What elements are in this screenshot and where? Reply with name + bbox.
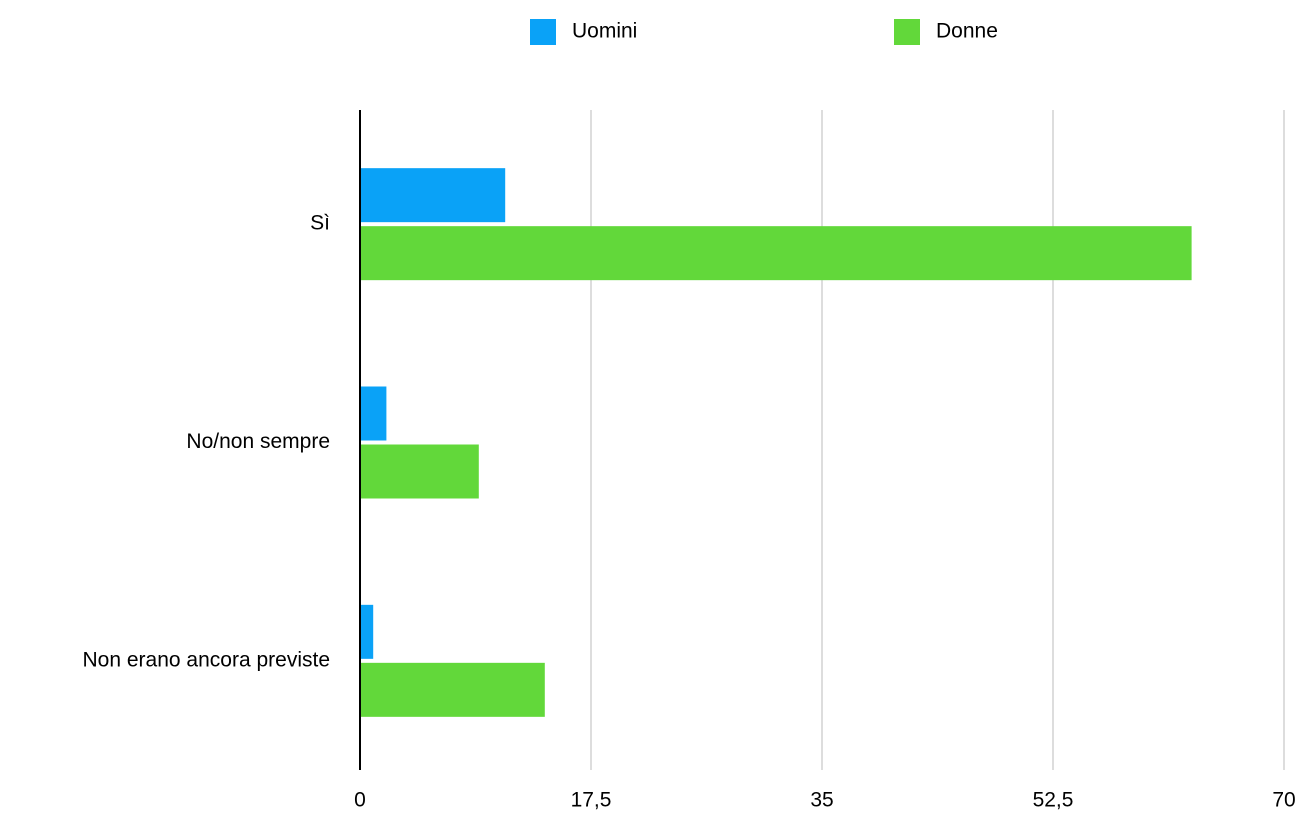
x-tick-label: 70 bbox=[1272, 789, 1295, 812]
x-tick-label: 52,5 bbox=[1033, 789, 1074, 812]
y-tick-label: No/non sempre bbox=[186, 430, 330, 453]
bar bbox=[360, 226, 1192, 281]
bar bbox=[360, 386, 387, 441]
bar bbox=[360, 662, 545, 717]
x-tick-label: 17,5 bbox=[571, 789, 612, 812]
bar bbox=[360, 444, 479, 499]
y-tick-label: Non erano ancora previste bbox=[83, 648, 330, 671]
bar bbox=[360, 168, 506, 223]
legend-label: Donne bbox=[936, 20, 998, 43]
legend-swatch bbox=[894, 19, 920, 45]
y-tick-label: Sì bbox=[310, 212, 330, 235]
x-tick-label: 35 bbox=[810, 789, 833, 812]
x-tick-label: 0 bbox=[354, 789, 366, 812]
legend-swatch bbox=[530, 19, 556, 45]
bar bbox=[360, 604, 374, 659]
legend-label: Uomini bbox=[572, 20, 637, 43]
